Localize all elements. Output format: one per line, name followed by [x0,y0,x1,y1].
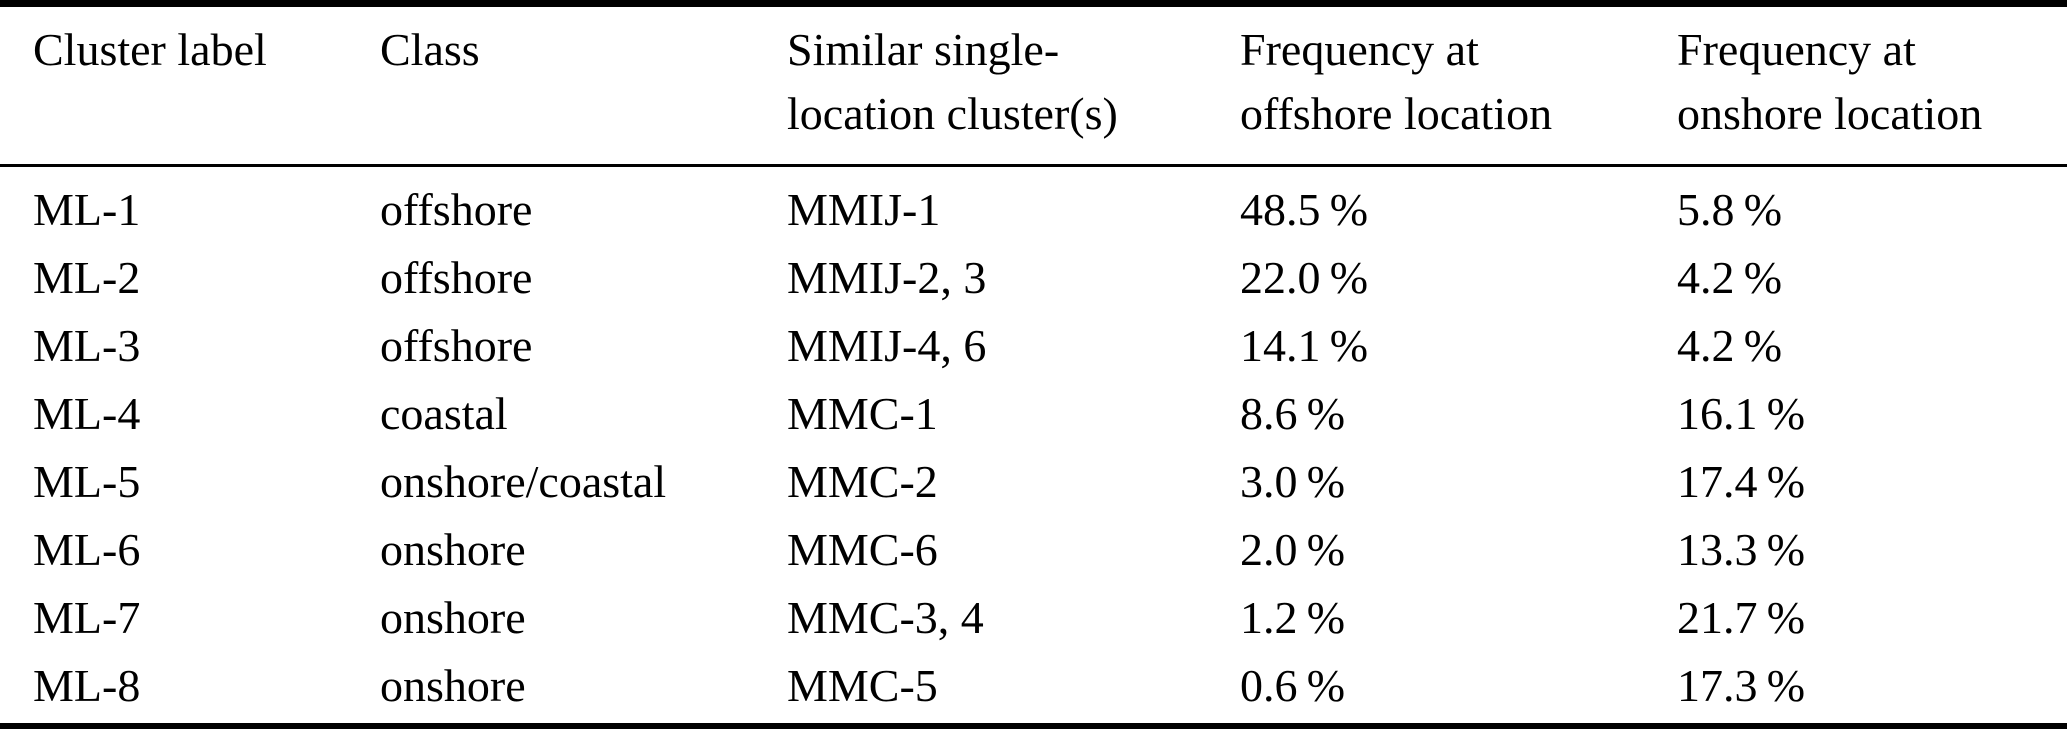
header-line: Frequency at [1677,24,1916,75]
cell-similar-clusters: MMC-6 [787,524,938,575]
table-header-row: Cluster label Class Similar single- loca… [33,18,2057,146]
cell-class: onshore [380,660,526,711]
column-header-cluster-label: Cluster label [33,18,380,146]
header-line: Frequency at [1240,24,1479,75]
cell-similar-clusters: MMIJ-1 [787,184,941,235]
column-header-frequency-onshore: Frequency at onshore location [1677,18,2057,146]
column-header-similar-clusters: Similar single- location cluster(s) [787,18,1240,146]
cell-cluster-label: ML-4 [33,388,141,439]
cell-frequency-onshore: 21.7 % [1677,592,1806,643]
cell-frequency-onshore: 17.4 % [1677,456,1806,507]
cell-frequency-offshore: 14.1 % [1240,320,1369,371]
cell-frequency-offshore: 22.0 % [1240,252,1369,303]
cell-frequency-offshore: 48.5 % [1240,184,1369,235]
table-body: ML-1 offshore MMIJ-1 48.5 % 5.8 % ML-2 o… [33,176,2057,720]
cell-class: onshore [380,592,526,643]
cell-frequency-offshore: 8.6 % [1240,388,1346,439]
cell-similar-clusters: MMC-3, 4 [787,592,984,643]
cell-class: offshore [380,320,533,371]
cell-cluster-label: ML-2 [33,252,141,303]
cell-similar-clusters: MMC-5 [787,660,938,711]
cell-frequency-offshore: 1.2 % [1240,592,1346,643]
cell-class: onshore/coastal [380,456,667,507]
cell-frequency-onshore: 5.8 % [1677,184,1783,235]
cell-similar-clusters: MMC-2 [787,456,938,507]
cell-similar-clusters: MMC-1 [787,388,938,439]
cell-cluster-label: ML-8 [33,660,141,711]
header-line: Similar single- [787,24,1060,75]
column-header-frequency-offshore: Frequency at offshore location [1240,18,1677,146]
cell-frequency-onshore: 16.1 % [1677,388,1806,439]
cell-class: offshore [380,252,533,303]
cell-class: onshore [380,524,526,575]
table-bottom-rule [0,723,2067,729]
header-line: onshore location [1677,88,1983,139]
cell-frequency-onshore: 13.3 % [1677,524,1806,575]
header-line: offshore location [1240,88,1553,139]
cell-cluster-label: ML-7 [33,592,141,643]
cell-frequency-onshore: 4.2 % [1677,320,1783,371]
cell-frequency-offshore: 3.0 % [1240,456,1346,507]
header-line: Cluster label [33,24,267,75]
cell-frequency-onshore: 4.2 % [1677,252,1783,303]
cell-cluster-label: ML-6 [33,524,141,575]
cell-cluster-label: ML-1 [33,184,141,235]
cell-similar-clusters: MMIJ-2, 3 [787,252,987,303]
cell-cluster-label: ML-5 [33,456,141,507]
cell-class: coastal [380,388,508,439]
column-header-class: Class [380,18,787,146]
cell-similar-clusters: MMIJ-4, 6 [787,320,987,371]
cell-class: offshore [380,184,533,235]
table-top-rule [0,0,2067,7]
table-header-rule [0,164,2067,167]
cell-frequency-offshore: 0.6 % [1240,660,1346,711]
cell-frequency-onshore: 17.3 % [1677,660,1806,711]
header-line: location cluster(s) [787,88,1118,139]
header-line: Class [380,24,480,75]
cell-cluster-label: ML-3 [33,320,141,371]
cell-frequency-offshore: 2.0 % [1240,524,1346,575]
